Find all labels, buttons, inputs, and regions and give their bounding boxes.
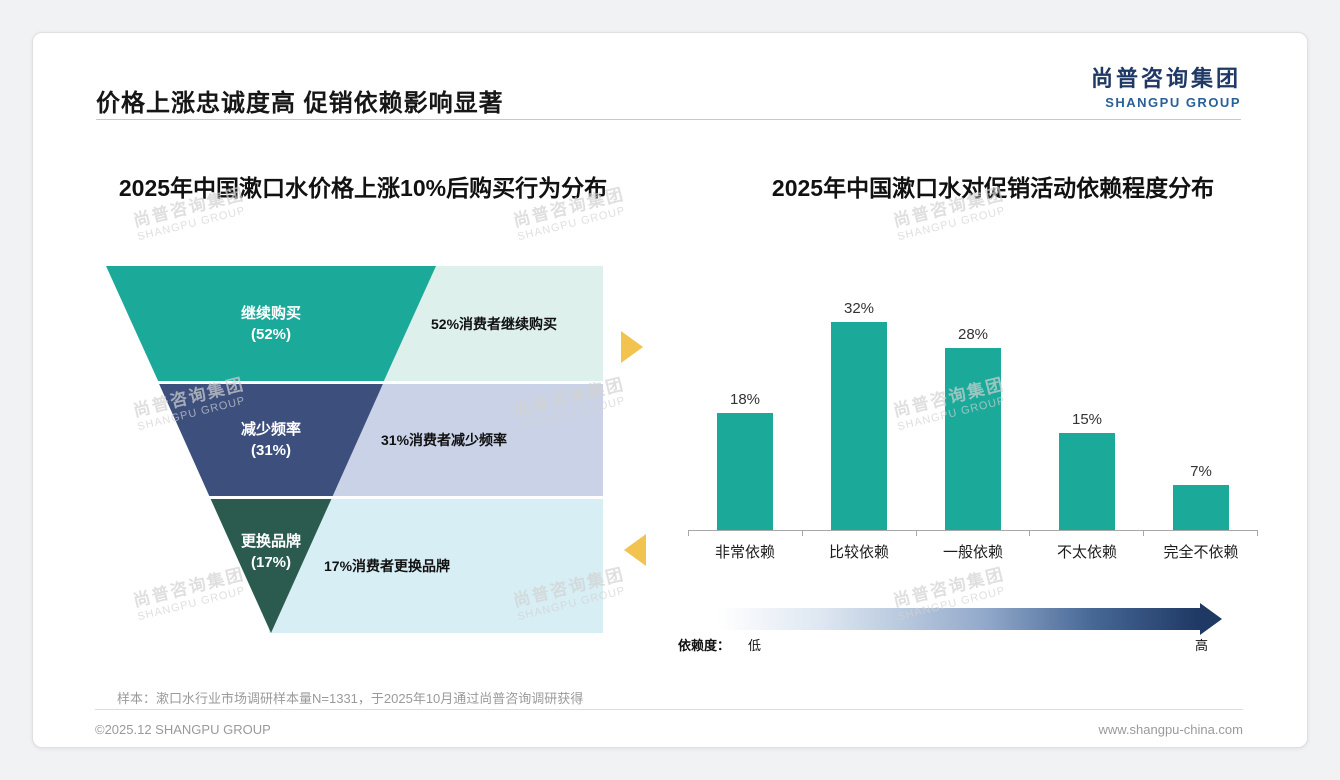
funnel-chart: 52%消费者继续购买 31%消费者减少频率 17%消费者更换品牌 继续购买 (5… (106, 266, 646, 633)
dependency-low-label: 低 (748, 638, 762, 653)
bar (831, 322, 887, 530)
arrow-right-icon (621, 331, 643, 363)
company-logo: 尚普咨询集团 SHANGPU GROUP (1091, 61, 1241, 110)
bar-value-label: 32% (843, 300, 875, 317)
x-axis-label: 非常依赖 (714, 544, 775, 561)
copyright-text: ©2025.12 SHANGPU GROUP (95, 722, 271, 737)
footer: ©2025.12 SHANGPU GROUP www.shangpu-china… (95, 709, 1243, 737)
bar-group: 7% (1144, 271, 1258, 530)
funnel-annotation: 52%消费者继续购买 (431, 315, 558, 332)
title-divider (96, 119, 1241, 120)
arrow-left-icon (624, 534, 646, 566)
funnel-level-label: 继续购买 (240, 304, 301, 322)
slide-card: 尚普咨询集团 SHANGPU GROUP 尚普咨询集团 SHANGPU GROUP 尚普… (32, 32, 1308, 748)
funnel-level: 继续购买 (52%) (106, 266, 436, 381)
x-axis-label: 不太依赖 (1056, 544, 1117, 561)
funnel-annotation: 17%消费者更换品牌 (324, 558, 451, 574)
funnel-level-pct: (17%) (250, 554, 291, 571)
bar-value-label: 28% (957, 326, 989, 343)
dependency-axis-title: 依赖度： (678, 638, 731, 653)
page-title: 价格上涨忠诚度高 促销依赖影响显著 (96, 90, 504, 117)
sample-note: 样本：漱口水行业市场调研样本量N=1331，于2025年10月通过尚普咨询调研获… (117, 691, 584, 706)
x-axis-label: 比较依赖 (828, 544, 889, 561)
gradient-arrowhead-icon (1200, 603, 1222, 635)
x-axis-labels: 非常依赖 比较依赖 一般依赖 不太依赖 完全不依赖 (688, 541, 1258, 562)
dependency-gradient-arrow (718, 603, 1222, 635)
bar-group: 18% (688, 271, 802, 530)
bar-chart: 18% 32% 28% 15% 7% 非常依赖 比较依赖 (688, 271, 1258, 562)
bar-value-label: 18% (729, 391, 761, 408)
bar-chart-title: 2025年中国漱口水对促销活动依赖程度分布 (771, 175, 1215, 201)
bar-group: 15% (1030, 271, 1144, 530)
bar (945, 348, 1001, 530)
funnel-level-label: 减少频率 (240, 421, 301, 438)
bar-group: 28% (916, 271, 1030, 530)
bar-value-label: 7% (1190, 462, 1212, 480)
funnel-annotation: 31%消费者减少频率 (381, 432, 508, 448)
bar (717, 413, 773, 530)
funnel-annotation-box: 17%消费者更换品牌 (269, 499, 603, 633)
x-axis-ticks (688, 531, 1258, 536)
funnel-level-pct: (52%) (250, 325, 291, 343)
dependency-axis-labels: 依赖度： 低 高 (678, 635, 1223, 654)
logo-english: SHANGPU GROUP (1105, 95, 1241, 110)
dependency-high-label: 高 (1194, 638, 1208, 653)
funnel-chart-title: 2025年中国漱口水价格上涨10%后购买行为分布 (118, 175, 608, 201)
funnel-level-pct: (31%) (250, 442, 291, 459)
bar (1173, 484, 1229, 530)
gradient-band (718, 608, 1200, 630)
bar (1059, 432, 1115, 530)
bar-value-label: 15% (1071, 410, 1103, 428)
website-url: www.shangpu-china.com (1098, 722, 1243, 737)
bar-plot-area: 18% 32% 28% 15% 7% (688, 271, 1258, 531)
x-axis-label: 一般依赖 (942, 544, 1003, 561)
funnel-level-label: 更换品牌 (240, 533, 301, 550)
x-axis-label: 完全不依赖 (1163, 544, 1239, 561)
bar-group: 32% (802, 271, 916, 530)
logo-chinese: 尚普咨询集团 (1090, 66, 1241, 91)
